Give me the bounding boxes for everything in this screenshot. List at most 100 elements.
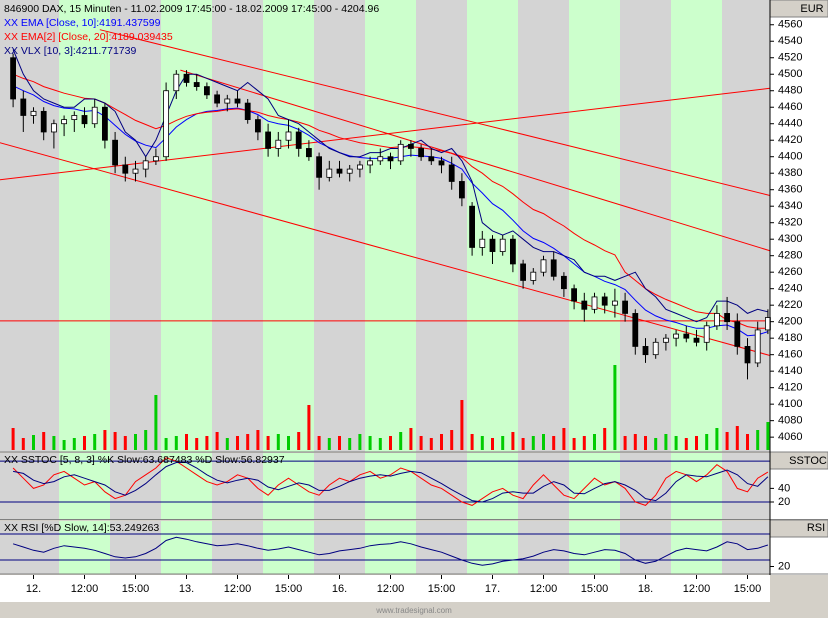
candle-body bbox=[356, 164, 363, 170]
band bbox=[569, 453, 620, 519]
candle-body bbox=[550, 259, 557, 277]
panel-title: RSI bbox=[807, 522, 825, 534]
candle-body bbox=[336, 168, 343, 174]
unit-label: EUR bbox=[800, 3, 823, 15]
volume-bar bbox=[429, 438, 433, 450]
candle-body bbox=[561, 275, 567, 290]
band bbox=[365, 453, 416, 519]
volume-bar bbox=[766, 422, 770, 450]
volume-bar bbox=[450, 430, 454, 450]
band bbox=[0, 453, 59, 519]
band bbox=[314, 521, 365, 574]
legend-title: 846900 DAX, 15 Minuten - 11.02.2009 17:4… bbox=[4, 3, 379, 15]
candle-body bbox=[234, 98, 241, 104]
volume-bar bbox=[603, 428, 607, 450]
candle-body bbox=[428, 156, 435, 162]
volume-bar bbox=[297, 432, 301, 450]
volume-bar bbox=[725, 432, 729, 450]
volume-bar bbox=[113, 432, 117, 450]
volume-bar bbox=[123, 436, 127, 450]
volume-bar bbox=[470, 434, 474, 450]
volume-bar bbox=[317, 436, 321, 450]
legend-entry: XX RSI [%D Slow, 14]:53.249263 bbox=[4, 522, 159, 534]
volume-bar bbox=[389, 436, 392, 450]
volume-bar bbox=[746, 434, 749, 450]
candle-body bbox=[326, 168, 333, 178]
candle-body bbox=[724, 313, 730, 323]
candle-body bbox=[20, 98, 27, 116]
volume-bar bbox=[185, 434, 188, 450]
band bbox=[212, 453, 263, 519]
volume-bar bbox=[338, 436, 341, 450]
band bbox=[365, 521, 416, 574]
volume-bar bbox=[409, 428, 413, 450]
candle-body bbox=[30, 110, 37, 116]
volume-bar bbox=[562, 428, 566, 450]
candle-body bbox=[714, 313, 720, 327]
volume-bar bbox=[225, 438, 229, 450]
volume-bar bbox=[572, 438, 576, 450]
candle-body bbox=[469, 205, 476, 248]
band bbox=[161, 453, 212, 519]
volume-bar bbox=[103, 430, 107, 450]
candle-body bbox=[316, 156, 323, 178]
candle-body bbox=[387, 156, 394, 162]
candle-body bbox=[152, 156, 159, 162]
y-tick-label: 20 bbox=[778, 496, 790, 508]
y-tick-label: 4420 bbox=[778, 134, 802, 146]
y-tick-label: 4120 bbox=[778, 382, 802, 394]
volume-bar bbox=[582, 436, 586, 450]
candle-body bbox=[173, 73, 180, 92]
x-tick-label: 15:00 bbox=[428, 583, 456, 595]
band bbox=[161, 521, 212, 574]
legend-entry: XX EMA[2] [Close, 20]:4189.039435 bbox=[4, 31, 173, 43]
volume-bar bbox=[521, 438, 525, 450]
volume-bar bbox=[419, 436, 423, 450]
trendline bbox=[99, 29, 771, 196]
x-tick-label: 15:00 bbox=[122, 583, 150, 595]
volume-bar bbox=[654, 438, 658, 450]
candle-body bbox=[458, 181, 465, 199]
band bbox=[467, 521, 518, 574]
x-tick-label: 17. bbox=[485, 583, 500, 595]
candle-body bbox=[346, 168, 353, 174]
candle-body bbox=[244, 102, 251, 120]
band bbox=[722, 521, 770, 574]
candle-body bbox=[571, 288, 577, 302]
time-axis bbox=[0, 575, 770, 602]
band bbox=[416, 453, 467, 519]
volume-bar bbox=[480, 436, 484, 450]
volume-bar bbox=[695, 436, 698, 450]
y-tick-label: 4400 bbox=[778, 151, 802, 163]
x-tick-label: 12:00 bbox=[377, 583, 405, 595]
volume-bar bbox=[246, 434, 250, 450]
band bbox=[518, 0, 569, 452]
volume-bar bbox=[266, 436, 270, 450]
volume-bar bbox=[62, 440, 66, 450]
y-tick-label: 4100 bbox=[778, 398, 802, 410]
candle-body bbox=[489, 238, 496, 252]
volume-bar bbox=[705, 434, 709, 450]
volume-bar bbox=[276, 434, 280, 450]
band bbox=[569, 521, 620, 574]
volume-bar bbox=[715, 428, 719, 450]
candle-body bbox=[265, 131, 272, 149]
x-tick-label: 12. bbox=[26, 583, 41, 595]
band bbox=[0, 0, 59, 452]
candle-body bbox=[183, 73, 190, 83]
candle-body bbox=[734, 321, 741, 347]
candle-body bbox=[254, 119, 261, 133]
candle-body bbox=[10, 57, 17, 100]
trendline bbox=[0, 142, 771, 356]
oscillator-line bbox=[12, 536, 769, 566]
x-tick-label: 12:00 bbox=[530, 583, 558, 595]
panel-title: SSTOC bbox=[789, 455, 827, 467]
volume-bar bbox=[174, 436, 178, 450]
candle-body bbox=[285, 131, 292, 141]
oscillator-line bbox=[12, 457, 769, 506]
volume-bar bbox=[83, 436, 86, 450]
y-tick-label: 4500 bbox=[778, 68, 802, 80]
volume-bar bbox=[11, 428, 15, 450]
volume-bar bbox=[307, 405, 311, 450]
candle-body bbox=[163, 90, 170, 158]
